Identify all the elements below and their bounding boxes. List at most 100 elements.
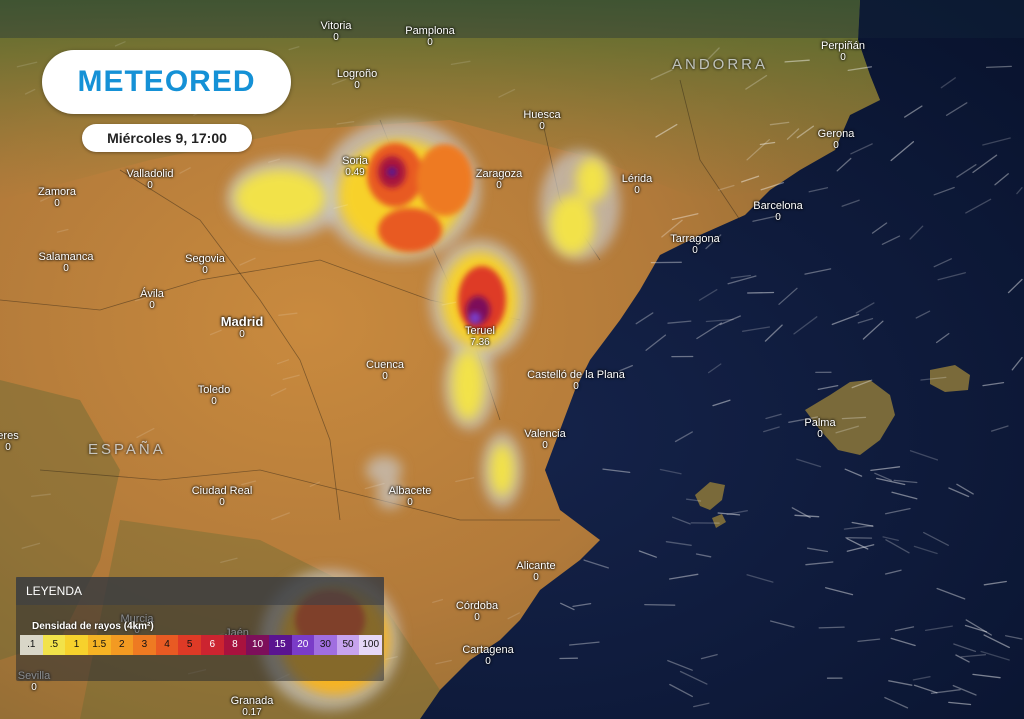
wind-streak [844,468,863,477]
wind-streak [793,316,818,335]
wind-streak [288,46,300,51]
wind-streak [884,696,909,709]
city-label: eres 0 [0,430,19,454]
city-name: Cartagena [462,644,514,656]
wind-streak [455,477,475,483]
wind-streak [759,141,776,146]
wind-streak [851,521,874,527]
wind-streak [769,121,790,126]
wind-streak [746,139,770,161]
wind-streak [825,587,854,596]
wind-streak [791,507,811,519]
wind-streak [278,312,298,316]
wind-streak [945,102,968,116]
city-label: Cuenca 0 [366,359,404,383]
wind-streak [16,61,38,68]
wind-streak [894,626,915,632]
city-name: eres [0,430,19,442]
wind-streak [507,612,520,620]
city-name: Albacete [388,485,432,497]
wind-streak [953,643,977,653]
city-name: Soria [342,155,368,167]
wind-streak [679,670,708,685]
city-label: Albacete 0 [389,485,432,509]
legend-swatch: 8 [223,635,247,655]
city-name: Granada [230,695,274,707]
wind-streak [698,289,718,301]
wind-streak [441,301,457,306]
wind-streak [972,154,998,174]
city-value: 0 [239,329,245,340]
city-value: 0 [219,497,225,508]
legend-swatch: 100 [359,635,382,655]
wind-streak [769,620,795,628]
wind-streak [912,676,931,681]
wind-streak [817,384,839,391]
wind-streak [669,683,693,698]
wind-streak [385,656,398,660]
city-value: 0 [573,381,579,392]
wind-streak [276,359,290,365]
wind-streak [241,480,257,486]
legend-swatch: 1.5 [87,635,111,655]
wind-streak [671,516,691,525]
wind-streak [994,173,1009,186]
wind-streak [695,553,712,558]
legend-swatch: 2 [110,635,134,655]
wind-streak [955,654,970,663]
wind-streak [884,569,902,575]
wind-streak [831,313,860,326]
wind-streak [850,143,873,155]
wind-streak [909,450,939,461]
city-value: 0 [692,245,698,256]
city-label: Valladolid 0 [127,168,174,192]
wind-streak [741,326,771,332]
wind-streak [836,157,852,172]
meteored-logo[interactable]: METEORED [42,50,291,114]
legend-swatch: .1 [20,635,43,655]
city-name: Valencia [524,428,566,440]
wind-streak [846,537,869,550]
wind-streak [788,416,819,423]
wind-streak [331,78,347,86]
city-value: 0 [147,180,153,191]
city-value: 0 [833,140,839,151]
wind-streak [1005,635,1023,640]
city-name: Salamanca [38,251,94,263]
wind-streak [209,329,222,336]
city-name: Perpiñán [820,40,866,52]
wind-streak [667,320,692,324]
city-value: 0 [775,212,781,223]
timestamp-label: Miércoles 9, 17:00 [107,130,227,146]
city-label: Gerona 0 [818,128,855,152]
wind-streak [933,186,955,196]
wind-streak [948,487,970,498]
city-value: 0 [533,572,539,583]
wind-streak [862,320,884,340]
wind-streak [282,374,300,381]
wind-streak [983,634,1010,649]
wind-streak [935,332,950,344]
city-name: Castelló de la Plana [527,369,625,381]
wind-streak [134,295,154,302]
city-name: Madrid [220,314,264,329]
wind-streak [920,376,947,381]
wind-streak [818,626,845,629]
city-name: Barcelona [753,200,803,212]
wind-streak [784,59,810,63]
wind-streak [717,184,735,191]
wind-streak [696,322,723,340]
wind-streak [760,181,784,191]
island-menorca [930,365,970,392]
wind-streak [635,312,654,325]
wind-streak [644,603,676,606]
wind-streak [960,654,987,658]
wind-streak [435,659,452,665]
wind-streak [804,268,832,275]
wind-streak [884,507,911,515]
wind-streak [56,228,69,233]
legend-swatch: 50 [336,635,360,655]
wind-streak [114,41,126,47]
city-label: Zaragoza 0 [476,168,522,192]
